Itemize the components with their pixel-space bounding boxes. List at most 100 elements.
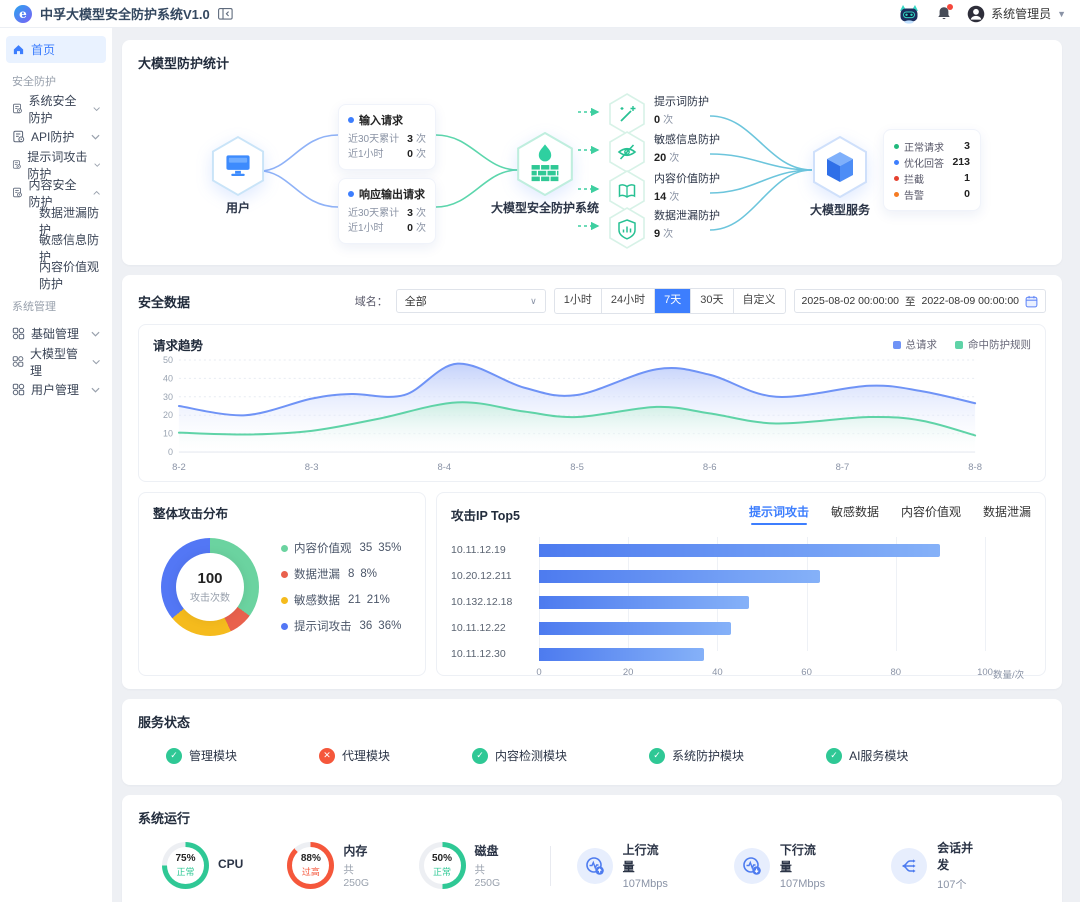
- traffic-label: 下行流量: [779, 843, 816, 874]
- gridline: [539, 537, 540, 651]
- sidebar-item-basic-mgmt[interactable]: 基础管理: [6, 320, 106, 347]
- sidebar-section-system: 系统管理: [12, 301, 56, 313]
- home-icon: [13, 45, 24, 55]
- sidebar-item-prompt-attack[interactable]: 提示词攻击防护: [6, 150, 106, 181]
- bar[interactable]: [539, 569, 820, 583]
- system-running-card: 系统运行 75% 正常 CPU 88% 过高 内存 共250G 50% 正常 磁盘 共25…: [122, 795, 1062, 902]
- stat-unit: 次: [416, 223, 426, 234]
- date-start: 2025-08-02 00:00:00: [801, 295, 900, 307]
- stat-name: 优化回答: [904, 158, 944, 170]
- legend-pct: 36%: [378, 620, 402, 632]
- sidebar-item-api-protect[interactable]: API防护: [6, 123, 106, 150]
- legend-value: 35: [359, 542, 373, 554]
- sidebar-subitem-content-values[interactable]: 内容价值观防护: [39, 259, 100, 291]
- sidebar-subitem-sensitive-info[interactable]: 敏感信息防护: [39, 232, 100, 264]
- traffic-value: 107Mbps: [622, 878, 668, 890]
- trend-title: 请求趋势: [153, 339, 204, 353]
- system-title: 系统运行: [138, 811, 191, 826]
- service-item-mgmt: ✓ 管理模块: [166, 747, 237, 764]
- traffic-downstream: 下行流量 107Mbps: [733, 841, 825, 890]
- node-name: 内容价值防护: [654, 173, 720, 185]
- date-range-picker[interactable]: 2025-08-02 00:00:00 至 2022-08-09 00:00:0…: [793, 289, 1046, 313]
- notifications-button[interactable]: [937, 4, 954, 21]
- attack-ip-title: 攻击IP Top5: [451, 508, 520, 523]
- tab-prompt-attack[interactable]: 提示词攻击: [749, 503, 809, 525]
- legend-pct: 8%: [360, 568, 378, 580]
- traffic-upstream: 上行流量 107Mbps: [576, 841, 668, 890]
- bar[interactable]: [539, 595, 749, 609]
- system-row: 75% 正常 CPU 88% 过高 内存 共250G 50% 正常 磁盘 共250G: [138, 827, 1046, 896]
- gauge-label: 内存: [343, 844, 368, 858]
- attack-distribution-panel: 整体攻击分布 100 攻击次数 内容价值观 35 35% 数据泄漏 8 8% 敏感数据 2…: [138, 492, 426, 676]
- sidebar-item-home[interactable]: 首页: [6, 36, 106, 63]
- stat-name: 告警: [904, 190, 924, 202]
- node-unit: 次: [669, 192, 680, 203]
- output-request-card: 响应输出请求 近30天累计 3 次 近1小时 0 次: [338, 178, 436, 244]
- tab-sensitive-data[interactable]: 敏感数据: [830, 505, 879, 519]
- donut-center-label: 攻击次数: [190, 593, 230, 604]
- chevron-down-icon: [92, 359, 100, 365]
- x-axis-unit: 数量/次: [993, 670, 1025, 681]
- robot-assistant-icon[interactable]: [897, 3, 921, 24]
- sidebar-item-label: 用户管理: [31, 383, 80, 397]
- range-7d-button[interactable]: 7天: [654, 289, 691, 313]
- chevron-down-icon: ∨: [530, 295, 537, 306]
- user-menu[interactable]: 系统管理员 ▼: [967, 5, 1066, 23]
- protect-stats-card: 大模型防护统计: [122, 40, 1062, 265]
- attack-donut-chart: 100 攻击次数: [161, 538, 259, 636]
- sidebar-item-content-security[interactable]: 内容安全防护: [6, 178, 106, 209]
- service-status-card: 服务状态 ✓ 管理模块 ✕ 代理模块 ✓ 内容检测模块 ✓ 系统防护模块 ✓ AI服务模块: [122, 699, 1062, 785]
- domain-select[interactable]: 全部 ∨: [395, 289, 546, 313]
- stat-value: 0: [407, 148, 413, 160]
- cube-hexagon-icon: [813, 136, 867, 198]
- service-item-proxy: ✕ 代理模块: [319, 747, 390, 764]
- trend-area-chart: 0 10 20 30 40 50 8-2 8-3 8-4 8-5 8-6 8-7 8-8: [163, 355, 982, 473]
- svg-text:8-3: 8-3: [305, 462, 319, 473]
- stat-name: 正常请求: [904, 142, 944, 154]
- legend-swatch: [281, 544, 288, 552]
- grid-icon: [12, 327, 25, 340]
- grid-icon: [12, 355, 24, 368]
- avatar-icon: [967, 5, 985, 22]
- gridline: [895, 537, 897, 651]
- sidebar-item-model-mgmt[interactable]: 大模型管理: [6, 347, 106, 378]
- bar[interactable]: [539, 621, 731, 635]
- range-24h-button[interactable]: 24小时: [600, 289, 654, 313]
- svg-text:8-7: 8-7: [836, 462, 850, 473]
- blue-dot-icon: [348, 117, 354, 123]
- status-dot: [894, 175, 899, 181]
- stat-value: 3: [964, 140, 970, 152]
- range-custom-button[interactable]: 自定义: [732, 289, 785, 313]
- bar[interactable]: [539, 647, 705, 661]
- svg-text:20: 20: [163, 410, 173, 420]
- tab-data-leak[interactable]: 数据泄漏: [982, 505, 1031, 519]
- sidebar-item-user-mgmt[interactable]: 用户管理: [6, 376, 106, 403]
- range-1h-button[interactable]: 1小时: [563, 294, 592, 306]
- main-content: 大模型防护统计: [112, 28, 1080, 902]
- gridline: [985, 537, 986, 651]
- tab-content-values[interactable]: 内容价值观: [900, 505, 961, 519]
- traffic-label: 上行流量: [622, 843, 659, 874]
- bar-row: 10.11.12.30: [451, 641, 1031, 667]
- bar[interactable]: [539, 543, 941, 557]
- output-card-title: 响应输出请求: [359, 189, 425, 201]
- shield-chart-icon: [609, 207, 645, 249]
- node-name: 数据泄漏防护: [654, 210, 720, 222]
- stat-unit: 次: [416, 208, 426, 219]
- node-name: 提示词防护: [654, 96, 709, 108]
- stat-key: 近1小时: [348, 149, 384, 160]
- service-label: 代理模块: [342, 749, 391, 763]
- sidebar-subitem-data-leak[interactable]: 数据泄漏防护: [39, 205, 100, 237]
- collapse-sidebar-icon[interactable]: [217, 7, 233, 20]
- legend-value: 36: [359, 620, 373, 632]
- x-tick: 40: [712, 667, 723, 678]
- bar-row: 10.11.12.19: [451, 537, 1031, 563]
- traffic-label: 会话并发: [937, 841, 974, 872]
- date-end: 2022-08-09 00:00:00: [921, 295, 1020, 307]
- range-30d-button[interactable]: 30天: [690, 289, 732, 313]
- bar-row: 10.132.12.18: [451, 589, 1031, 615]
- sidebar-item-system-security[interactable]: 系统安全防护: [6, 94, 106, 125]
- service-label: 内容检测模块: [495, 749, 568, 763]
